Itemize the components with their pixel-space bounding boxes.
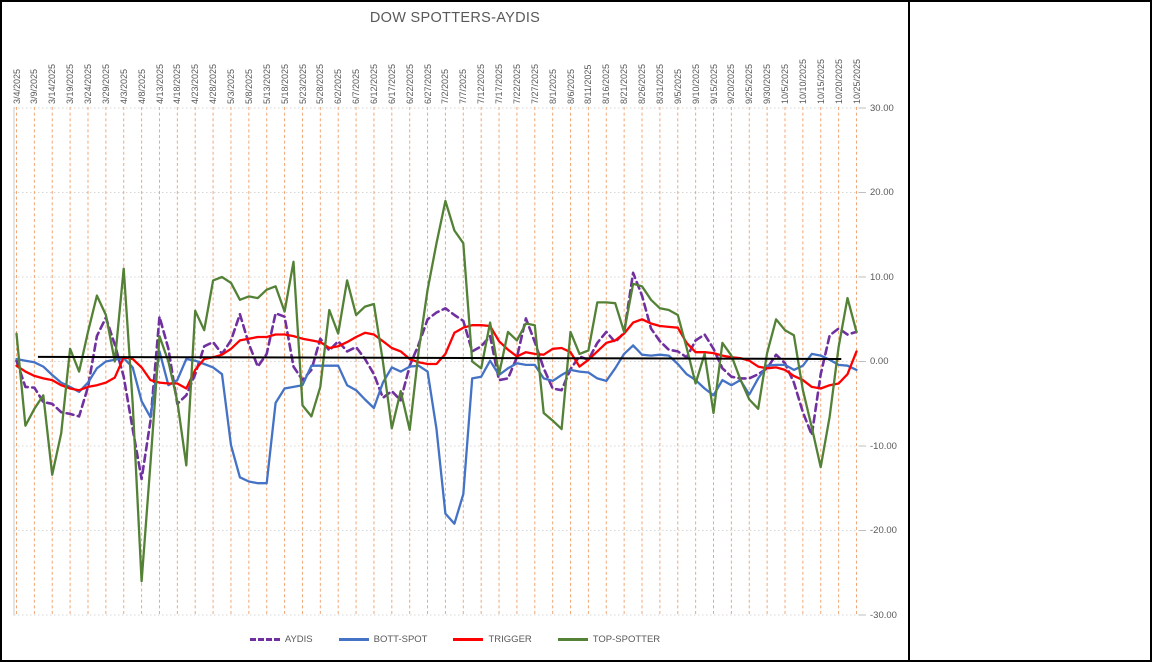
legend-item-trigger[interactable]: TRIGGER <box>453 634 532 645</box>
border-right <box>1150 0 1152 662</box>
x-tick-label: 5/13/2025 <box>261 63 272 104</box>
x-tick-label: 4/18/2025 <box>172 63 183 104</box>
x-tick-label: 7/12/2025 <box>476 63 487 104</box>
x-tick-label: 6/12/2025 <box>368 63 379 104</box>
x-tick-label: 10/20/2025 <box>833 58 844 104</box>
x-tick-label: 3/29/2025 <box>100 63 111 104</box>
x-tick-label: 6/17/2025 <box>386 63 397 104</box>
border-bottom <box>0 660 1152 662</box>
x-tick-label: 3/9/2025 <box>29 68 40 104</box>
chart-title[interactable]: DOW SPOTTERS-AYDIS <box>369 10 541 26</box>
x-tick-label: 6/2/2025 <box>333 68 344 104</box>
x-tick-label: 9/20/2025 <box>726 63 737 104</box>
y-tick-label: 30.00 <box>870 102 894 114</box>
x-tick-label: 7/17/2025 <box>494 63 504 104</box>
x-tick-label: 7/22/2025 <box>511 63 522 104</box>
x-tick-label: 6/27/2025 <box>422 63 433 104</box>
legend-label: TRIGGER <box>488 634 532 645</box>
border-left <box>0 0 2 662</box>
x-tick-label: 8/31/2025 <box>654 63 665 104</box>
x-tick-label: 8/26/2025 <box>637 63 647 104</box>
x-tick-label: 3/4/2025 <box>11 68 22 104</box>
x-tick-label: 4/28/2025 <box>208 63 219 104</box>
x-tick-label: 6/22/2025 <box>404 63 415 104</box>
legend-item-bott-spot[interactable]: BOTT-SPOT <box>338 634 428 645</box>
x-tick-label: 9/15/2025 <box>708 63 719 104</box>
x-tick-label: 4/3/2025 <box>118 68 129 104</box>
x-tick-label: 4/13/2025 <box>154 63 165 104</box>
y-tick-label: 0.00 <box>870 356 889 367</box>
x-tick-label: 8/6/2025 <box>565 68 576 104</box>
x-tick-label: 9/5/2025 <box>672 68 683 104</box>
legend-item-top-spotter[interactable]: TOP-SPOTTER <box>557 634 661 645</box>
x-tick-label: 7/7/2025 <box>458 68 469 104</box>
y-tick-label: -30.00 <box>870 609 897 621</box>
legend-label: AYDIS <box>284 634 313 645</box>
x-tick-label: 5/18/2025 <box>279 63 290 104</box>
series-line-top-spotter[interactable] <box>15 199 858 583</box>
y-tick-label: -20.00 <box>870 525 897 536</box>
legend-item-aydis[interactable]: AYDIS <box>249 634 313 645</box>
plot-area <box>13 107 866 616</box>
x-tick-label: 9/25/2025 <box>744 63 755 104</box>
y-tick-label: 20.00 <box>870 187 894 198</box>
series-line-bott-spot[interactable] <box>15 344 858 525</box>
border-top <box>0 0 1152 2</box>
x-tick-label: 10/10/2025 <box>797 58 808 104</box>
x-tick-label: 3/19/2025 <box>65 63 76 104</box>
x-tick-label: 8/1/2025 <box>547 68 558 104</box>
x-tick-label: 10/25/2025 <box>851 58 862 104</box>
x-tick-label: 8/21/2025 <box>619 63 630 104</box>
x-tick-label: 4/8/2025 <box>136 68 147 104</box>
aydis-dashed-line-swatch <box>249 638 280 641</box>
x-tick-label: 8/16/2025 <box>601 63 612 104</box>
zero-trendline[interactable] <box>37 355 842 360</box>
top-spotter-line-swatch <box>557 638 588 641</box>
y-tick-label: -10.00 <box>870 440 897 452</box>
trigger-line-swatch <box>453 638 484 641</box>
x-tick-label: 5/8/2025 <box>243 68 254 104</box>
x-tick-label: 7/2/2025 <box>440 68 451 104</box>
x-tick-label: 10/5/2025 <box>780 63 790 104</box>
x-tick-label: 5/3/2025 <box>226 68 236 104</box>
chart-object-right-edge <box>908 0 910 662</box>
x-tick-label: 5/23/2025 <box>297 63 308 104</box>
x-tick-label: 3/24/2025 <box>83 63 93 104</box>
x-tick-label: 3/14/2025 <box>47 63 58 104</box>
x-tick-label: 9/30/2025 <box>762 63 773 104</box>
x-tick-label: 10/15/2025 <box>815 58 826 104</box>
legend-label: BOTT-SPOT <box>373 634 428 645</box>
x-tick-label: 9/10/2025 <box>690 63 701 104</box>
series-line-aydis[interactable] <box>15 271 858 481</box>
y-tick-label: 10.00 <box>870 271 894 283</box>
x-tick-label: 4/23/2025 <box>190 63 201 104</box>
legend-label: TOP-SPOTTER <box>592 634 661 645</box>
chart-legend[interactable]: AYDIS BOTT-SPOT TRIGGER TOP-SPOTTER <box>0 634 910 645</box>
x-tick-label: 8/11/2025 <box>583 64 594 104</box>
x-tick-label: 5/28/2025 <box>315 63 326 104</box>
bott-spot-line-swatch <box>338 638 369 641</box>
x-tick-label: 6/7/2025 <box>351 68 362 104</box>
x-tick-label: 7/27/2025 <box>529 63 540 104</box>
